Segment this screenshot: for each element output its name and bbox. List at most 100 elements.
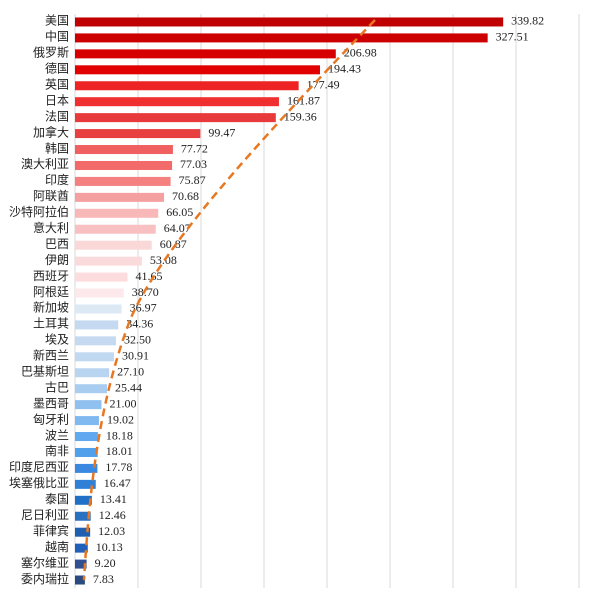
category-label: 尼日利亚 bbox=[21, 508, 69, 522]
value-label: 21.00 bbox=[109, 396, 136, 410]
value-label: 13.41 bbox=[100, 492, 127, 506]
category-label: 土耳其 bbox=[33, 317, 69, 331]
value-label: 70.68 bbox=[172, 189, 199, 203]
category-label: 沙特阿拉伯 bbox=[9, 204, 69, 219]
bar bbox=[75, 447, 98, 457]
bar bbox=[75, 527, 91, 537]
category-label: 越南 bbox=[45, 539, 69, 554]
value-label: 64.07 bbox=[164, 221, 191, 235]
value-label: 194.43 bbox=[328, 62, 361, 76]
bar bbox=[75, 81, 299, 91]
category-label: 新加坡 bbox=[33, 300, 69, 315]
category-label: 匈牙利 bbox=[33, 412, 69, 426]
value-label: 41.65 bbox=[135, 269, 162, 283]
bar bbox=[75, 384, 108, 394]
category-label: 埃及 bbox=[45, 333, 69, 347]
category-label: 巴基斯坦 bbox=[21, 365, 69, 379]
value-label: 18.01 bbox=[106, 444, 133, 458]
category-label: 古巴 bbox=[45, 379, 69, 394]
value-label: 60.87 bbox=[160, 237, 187, 251]
bar bbox=[75, 368, 110, 378]
category-label: 法国 bbox=[45, 109, 69, 123]
category-label: 英国 bbox=[45, 78, 69, 92]
bar bbox=[75, 272, 128, 282]
category-label: 俄罗斯 bbox=[33, 46, 69, 60]
bar bbox=[75, 463, 98, 473]
value-label: 12.46 bbox=[99, 508, 126, 522]
bar bbox=[75, 304, 122, 314]
value-label: 327.51 bbox=[496, 30, 529, 44]
value-label: 339.82 bbox=[511, 14, 544, 28]
bar bbox=[75, 575, 85, 585]
category-label: 波兰 bbox=[45, 428, 69, 442]
bar bbox=[75, 17, 504, 27]
category-label: 日本 bbox=[45, 93, 69, 107]
value-label: 66.05 bbox=[166, 205, 193, 219]
bar bbox=[75, 559, 87, 569]
value-label: 9.20 bbox=[95, 556, 116, 570]
value-label: 34.36 bbox=[126, 317, 153, 331]
value-label: 7.83 bbox=[93, 572, 114, 586]
category-label: 中国 bbox=[45, 29, 69, 44]
category-label: 塞尔维亚 bbox=[21, 555, 69, 570]
value-label: 32.50 bbox=[124, 333, 151, 347]
trend-curve bbox=[82, 19, 376, 581]
value-label: 177.49 bbox=[307, 78, 340, 92]
value-label: 19.02 bbox=[107, 412, 134, 426]
bar bbox=[75, 176, 171, 186]
value-label: 18.18 bbox=[106, 428, 133, 442]
category-label: 委内瑞拉 bbox=[21, 571, 69, 586]
value-label: 99.47 bbox=[208, 125, 235, 139]
bar bbox=[75, 416, 99, 426]
category-label: 西班牙 bbox=[33, 269, 69, 283]
category-label: 加拿大 bbox=[33, 124, 69, 139]
category-label: 印度尼西亚 bbox=[9, 459, 69, 474]
category-label: 泰国 bbox=[45, 492, 69, 506]
bar bbox=[75, 336, 116, 346]
value-label: 30.91 bbox=[122, 349, 149, 363]
value-label: 10.13 bbox=[96, 540, 123, 554]
value-label: 77.72 bbox=[181, 141, 208, 155]
value-label: 27.10 bbox=[117, 365, 144, 379]
value-label: 206.98 bbox=[344, 46, 377, 60]
bar bbox=[75, 49, 336, 59]
category-label: 伊朗 bbox=[45, 253, 69, 267]
category-label: 韩国 bbox=[45, 140, 69, 155]
bar bbox=[75, 240, 152, 250]
category-label: 印度 bbox=[45, 172, 69, 187]
bar bbox=[75, 129, 201, 139]
category-label: 新西兰 bbox=[33, 348, 69, 363]
value-label: 25.44 bbox=[115, 380, 142, 394]
bar bbox=[75, 208, 159, 218]
category-label: 德国 bbox=[45, 61, 69, 76]
value-label: 161.87 bbox=[287, 93, 320, 107]
category-label: 巴西 bbox=[45, 237, 69, 251]
value-label: 17.78 bbox=[105, 460, 132, 474]
category-label: 澳大利亚 bbox=[21, 157, 69, 171]
bar bbox=[75, 352, 114, 362]
category-label: 阿根廷 bbox=[33, 285, 69, 299]
bar bbox=[75, 224, 156, 234]
value-label: 159.36 bbox=[284, 109, 317, 123]
bar bbox=[75, 543, 88, 553]
value-label: 53.08 bbox=[150, 253, 177, 267]
bar bbox=[75, 33, 488, 43]
bar bbox=[75, 479, 96, 489]
bar bbox=[75, 400, 102, 410]
bar bbox=[75, 432, 98, 442]
bar bbox=[75, 511, 91, 521]
category-label: 墨西哥 bbox=[33, 396, 69, 410]
value-label: 77.03 bbox=[180, 157, 207, 171]
bar bbox=[75, 288, 124, 298]
value-label: 75.87 bbox=[179, 173, 206, 187]
bar bbox=[75, 97, 279, 107]
bar bbox=[75, 256, 142, 266]
category-label: 阿联酋 bbox=[33, 188, 69, 203]
bar bbox=[75, 495, 92, 505]
category-label: 意大利 bbox=[33, 220, 69, 235]
bar bbox=[75, 320, 119, 330]
category-label: 埃塞俄比亚 bbox=[9, 475, 69, 490]
value-label: 16.47 bbox=[104, 476, 131, 490]
bar bbox=[75, 65, 320, 75]
